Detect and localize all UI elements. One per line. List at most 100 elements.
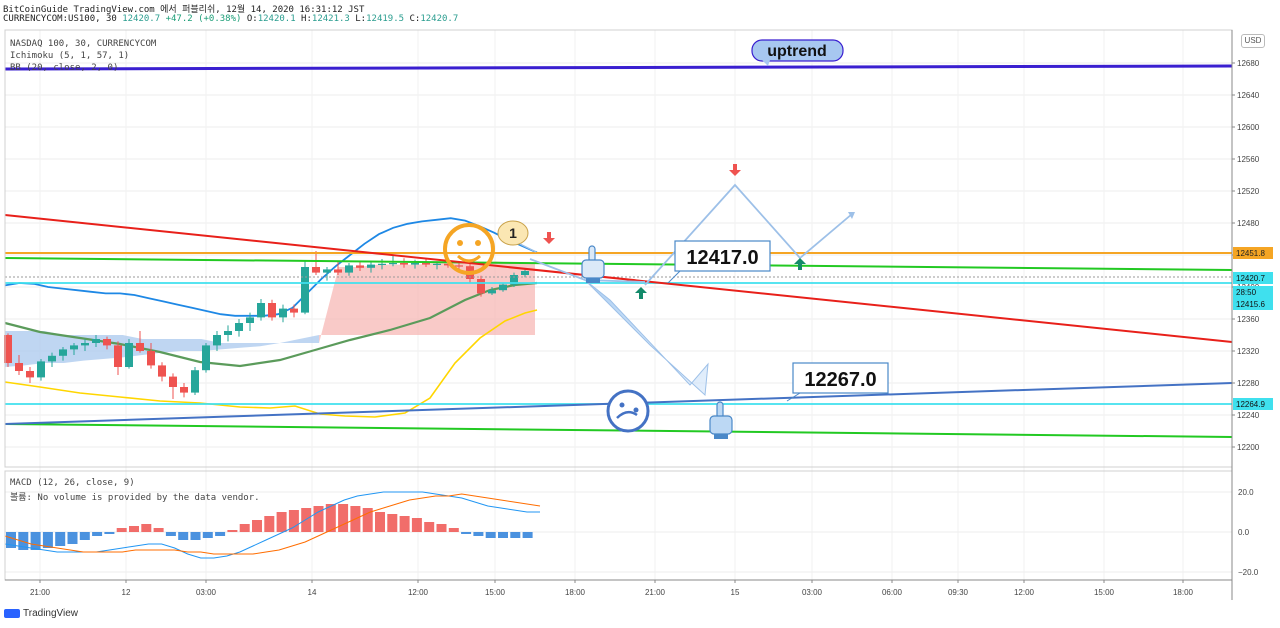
x-tick-label: 03:00 — [802, 588, 823, 597]
macd-histogram-bar — [288, 510, 299, 532]
candle-body — [334, 269, 342, 273]
macd-histogram-bar — [338, 504, 349, 532]
candle-body — [191, 370, 199, 393]
level-label-upper: 12417.0 — [686, 247, 758, 269]
currency-badge[interactable]: USD — [1241, 34, 1265, 48]
close-value: 12420.7 — [420, 14, 459, 24]
smiley-mouth-icon — [456, 254, 482, 263]
candle-body — [114, 345, 122, 367]
macd-signal-line — [4, 493, 541, 555]
candle-body — [444, 263, 452, 266]
macd-histogram-bar — [178, 532, 189, 540]
x-tick-label: 15:00 — [1094, 588, 1115, 597]
macd-histogram-bar — [116, 528, 127, 532]
smiley-eye-icon — [457, 240, 463, 246]
candle-body — [26, 371, 34, 378]
high-value: 12421.3 — [311, 14, 350, 24]
candle-body — [257, 303, 265, 318]
count-bubble-pointer — [519, 243, 537, 253]
candle-body — [455, 265, 463, 267]
macd-histogram-bar — [473, 532, 484, 536]
candle-body — [290, 308, 298, 313]
green-trendline-upper — [4, 257, 1233, 271]
price-badge-cyan-lower: 12264.9 — [1236, 400, 1265, 409]
candle-body — [235, 323, 243, 331]
publish-line: BitCoinGuide TradingView.com 에서 퍼블리쉬, 12… — [3, 5, 365, 15]
candle-body — [125, 343, 133, 367]
candle-body — [411, 263, 419, 265]
macd-histogram-bar — [79, 532, 90, 540]
macd-histogram-bar — [165, 532, 176, 536]
hand-cuff — [586, 278, 600, 283]
x-tick-label: 18:00 — [565, 588, 586, 597]
macd-histogram-bar — [436, 524, 447, 532]
y-tick-label: 12560 — [1237, 155, 1260, 164]
candle-body — [213, 335, 221, 346]
candle-body — [70, 345, 78, 350]
macd-histogram-bar — [6, 532, 16, 548]
macd-histogram-bar — [498, 532, 508, 538]
level-label-lower-box — [792, 362, 889, 394]
candle-body — [510, 275, 518, 285]
candle-body — [169, 376, 177, 387]
price-badge-current-bg — [1233, 272, 1273, 284]
sad-eye-icon — [633, 407, 639, 413]
x-tick-label: 21:00 — [30, 588, 51, 597]
hand-cuff — [714, 434, 728, 439]
macd-histogram-bar — [55, 532, 66, 546]
uptrend-label: uptrend — [767, 43, 827, 60]
candle-body — [345, 265, 353, 273]
macd-histogram-bar — [510, 532, 521, 538]
y-tick-label: 12360 — [1237, 315, 1260, 324]
candle-body — [301, 267, 309, 313]
uptrend-line — [4, 64, 1233, 71]
candle-body — [378, 263, 386, 265]
candle-body — [4, 335, 12, 363]
macd-histogram-bar — [375, 512, 385, 532]
candle-body — [499, 284, 507, 291]
candle-body — [92, 339, 100, 343]
macd-histogram-bar — [448, 528, 459, 532]
macd-histogram-bar — [92, 532, 103, 536]
macd-histogram-bar — [239, 524, 250, 532]
macd-histogram-bar — [67, 532, 78, 544]
macd-histogram-bar — [252, 520, 262, 532]
sad-mouth-icon — [616, 410, 638, 419]
macd-histogram-bar — [264, 516, 275, 532]
footer-brand-label: TradingView — [23, 608, 79, 619]
uptrend-label-tail — [762, 60, 770, 66]
descending-trendline — [4, 214, 1233, 343]
hand-pointer-icon — [709, 401, 733, 439]
x-tick-label: 15:00 — [485, 588, 506, 597]
y-tick-label: 12680 — [1237, 59, 1260, 68]
candle-body — [59, 349, 67, 356]
candle-body — [521, 271, 529, 275]
x-tick-label: 03:00 — [196, 588, 217, 597]
x-tick-label: 18:00 — [1173, 588, 1194, 597]
candle-body — [37, 361, 45, 378]
sell-arrow-icon-2 — [729, 170, 741, 176]
ichimoku-cloud-bear — [319, 261, 535, 343]
x-tick-label: 15 — [731, 588, 740, 597]
macd-histogram-bar — [104, 532, 115, 534]
projection-path-right — [644, 183, 853, 286]
candle-body — [279, 308, 287, 318]
smiley-eye-icon — [475, 240, 481, 246]
level-label-upper-pointer — [667, 270, 681, 284]
y-tick-label: 12240 — [1237, 411, 1260, 420]
y-tick-label: 12200 — [1237, 443, 1260, 452]
macd-legend: MACD (12, 26, close, 9) — [10, 478, 135, 488]
candle-body — [422, 263, 430, 265]
macd-histogram-bar — [411, 518, 422, 532]
macd-histogram-bar — [313, 506, 324, 532]
x-tick-label: 12:00 — [1014, 588, 1035, 597]
footer-brand[interactable]: TradingView — [4, 608, 78, 619]
price-change: +47.2 (+0.38%) — [165, 14, 242, 24]
level-label-lower-pointer — [786, 392, 801, 402]
price-badge-cyan-upper-bg — [1233, 298, 1273, 310]
symbol-label: CURRENCYCOM:US100, 30 — [3, 14, 117, 24]
macd-tick-label: −20.0 — [1238, 568, 1259, 577]
level-label-upper-box — [674, 240, 771, 272]
sell-arrow-icon — [543, 238, 555, 244]
